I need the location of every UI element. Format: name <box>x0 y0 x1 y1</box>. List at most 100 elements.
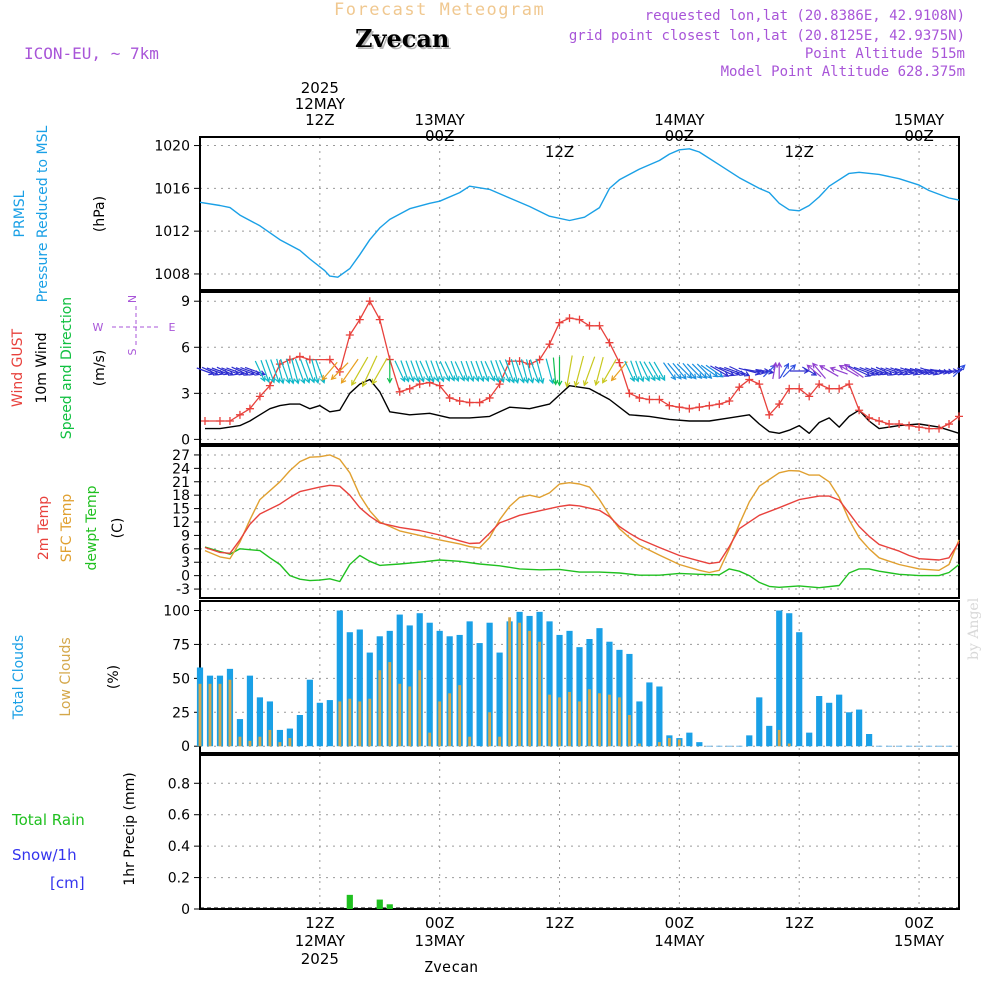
low-clouds-bar <box>398 683 402 747</box>
top-time-label: 00Z <box>425 127 454 145</box>
wind-gust-point <box>705 401 714 410</box>
total-clouds-bar <box>696 742 703 747</box>
wind-direction-arrow <box>663 362 677 381</box>
pressure-axis-label: PRMSL <box>12 190 28 237</box>
wind-gust-point <box>325 355 334 364</box>
wind-gust-point <box>415 380 424 389</box>
low-clouds-bar <box>538 641 541 747</box>
wind-gust-point <box>795 384 804 393</box>
low-clouds-bar <box>238 736 242 747</box>
low-clouds-bar <box>268 729 272 747</box>
wind-direction-arrow <box>425 360 435 383</box>
bottom-time-label: 12Z <box>545 914 574 932</box>
wind-gust-point <box>395 387 404 396</box>
total-clouds-bar <box>836 694 843 747</box>
wind-gust-point <box>375 315 384 324</box>
top-time-label: 12Z <box>305 111 334 129</box>
total-clouds-bar <box>846 712 853 747</box>
total-clouds-bar <box>656 686 663 747</box>
wind-direction-arrow <box>564 355 573 388</box>
wind-direction-arrow <box>648 361 661 382</box>
precip-panel-frame <box>199 754 960 910</box>
low-clouds-bar <box>618 697 621 747</box>
pressure-axis-label: (hPa) <box>92 196 108 232</box>
wind-direction-arrow <box>653 361 666 382</box>
wind-gust-point <box>635 393 644 402</box>
wind-gust-point <box>855 406 864 415</box>
wind-gust-point <box>585 321 594 330</box>
wind-direction-arrow <box>594 356 604 387</box>
wind-gust-point <box>235 410 244 419</box>
total-clouds-bar <box>576 647 583 747</box>
wind-gust-point <box>435 381 444 390</box>
wind-direction-arrow <box>300 359 311 384</box>
wind-direction-arrow <box>630 360 640 383</box>
bottom-time-label: 2025 <box>301 950 339 968</box>
wind-direction-arrow <box>499 359 511 383</box>
wind-ytick-label: 0 <box>181 432 190 448</box>
wind-direction-arrow <box>573 355 585 388</box>
low-clouds-bar <box>408 686 412 747</box>
snow-unit-label: [cm] <box>50 874 85 892</box>
wind-axis-label: 10m Wind <box>34 332 50 403</box>
wind-direction-arrow <box>480 360 490 383</box>
temp-ytick-label: 3 <box>181 555 190 571</box>
top-time-label: 14MAY <box>654 111 705 129</box>
wind-gust-point <box>865 413 874 422</box>
wind-direction-arrow <box>696 363 713 379</box>
wind-gust-point <box>215 416 224 425</box>
wind-direction-arrow <box>311 359 320 385</box>
wind-direction-arrow <box>460 360 470 383</box>
precip-ytick-label: 0.2 <box>168 871 190 887</box>
wind-gust-point <box>835 384 844 393</box>
rain-bar <box>346 894 353 909</box>
wind-direction-arrow <box>410 360 420 383</box>
wind-direction-arrow <box>843 363 864 378</box>
temp-ytick-label: 21 <box>172 475 190 491</box>
low-clouds-bar <box>208 683 212 747</box>
low-clouds-bar <box>677 739 681 747</box>
wind-direction-arrow <box>260 359 271 383</box>
wind-gust-point <box>895 420 904 429</box>
total-clouds-bar <box>266 701 274 747</box>
wind-direction-arrow <box>276 358 285 385</box>
total-clouds-bar <box>436 630 443 747</box>
wind-gust-point <box>365 297 374 306</box>
wind-gust-point <box>665 401 674 410</box>
low-clouds-bar <box>388 662 392 747</box>
wind-direction-arrow <box>635 360 645 383</box>
rain-bar <box>376 899 383 909</box>
wind-gust-point <box>465 398 474 407</box>
wind-direction-arrow <box>952 364 966 378</box>
wind-direction-arrow <box>691 363 708 379</box>
temp-ytick-label: 18 <box>172 488 190 504</box>
wind-direction-arrow <box>729 365 751 377</box>
wind-gust-point <box>405 384 414 393</box>
wind-direction-arrow <box>545 358 555 385</box>
total-clouds-bar <box>746 735 753 747</box>
temp-ytick-label: 24 <box>172 461 190 477</box>
wind-gust-point <box>305 355 314 364</box>
compass-s-label: S <box>126 348 139 355</box>
wind-direction-arrow <box>361 355 378 388</box>
low-clouds-bar <box>598 693 601 747</box>
grid-point-coordinates: grid point closest lon,lat (20.8125E, 42… <box>568 28 965 44</box>
wind-direction-arrow <box>321 361 338 381</box>
wind-ytick-label: 3 <box>181 386 190 402</box>
low-clouds-bar <box>658 742 661 747</box>
wind-direction-arrow <box>280 358 291 385</box>
pressure-axis-label: Pressure Reduced to MSL <box>35 125 51 302</box>
wind-gust-point <box>825 384 834 393</box>
wind-direction-arrow <box>351 356 369 386</box>
low-clouds-bar <box>218 683 222 747</box>
wind-gust-point <box>475 398 484 407</box>
wind-direction-arrow <box>294 358 306 385</box>
clouds-axis-label: Total Clouds <box>11 635 27 720</box>
total-clouds-bar <box>866 734 873 747</box>
total-clouds-bar <box>596 628 603 747</box>
wind-direction-arrow <box>330 362 349 381</box>
wind-gust-point <box>565 314 574 323</box>
wind-gust-point <box>575 315 584 324</box>
low-clouds-bar <box>458 685 462 747</box>
wind-direction-arrow <box>475 360 485 383</box>
